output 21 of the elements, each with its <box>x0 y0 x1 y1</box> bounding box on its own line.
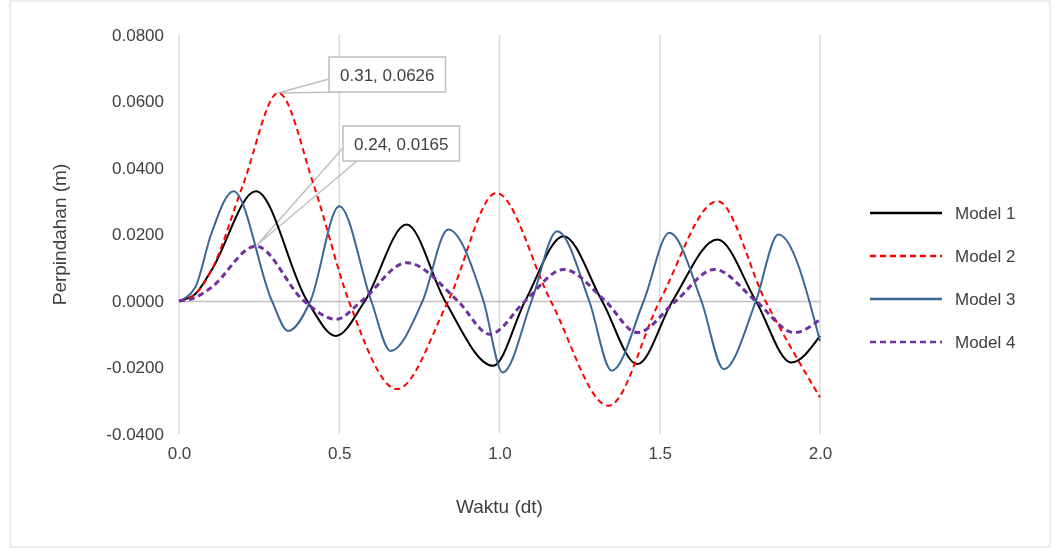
x-tick-label: 2.0 <box>808 444 833 464</box>
y-tick-label: 0.0200 <box>112 225 164 245</box>
y-axis-title: Perpindahan (m) <box>49 163 70 306</box>
x-tick-label: 1.0 <box>488 444 512 464</box>
y-tick-label: 0.0600 <box>112 92 164 112</box>
x-tick-label: 1.5 <box>648 444 673 464</box>
x-tick-label: 0.5 <box>327 444 352 464</box>
x-axis-title: Waktu (dt) <box>456 496 543 517</box>
annotation: 0.24, 0.0165 <box>354 135 449 154</box>
y-tick-label: -0.0400 <box>106 424 164 444</box>
legend-label: Model 1 <box>955 204 1016 223</box>
y-tick-label: 0.0800 <box>112 25 164 45</box>
x-tick-label: 0.0 <box>167 444 192 464</box>
line-series <box>177 244 822 336</box>
legend-label: Model 4 <box>955 333 1016 352</box>
y-tick-label: 0.0000 <box>112 291 164 311</box>
y-tick-label: 0.0400 <box>112 158 164 178</box>
y-tick-label: -0.0200 <box>106 358 164 378</box>
legend-label: Model 2 <box>955 247 1016 266</box>
annotation: 0.31, 0.0626 <box>340 66 435 85</box>
legend-label: Model 3 <box>955 290 1016 309</box>
